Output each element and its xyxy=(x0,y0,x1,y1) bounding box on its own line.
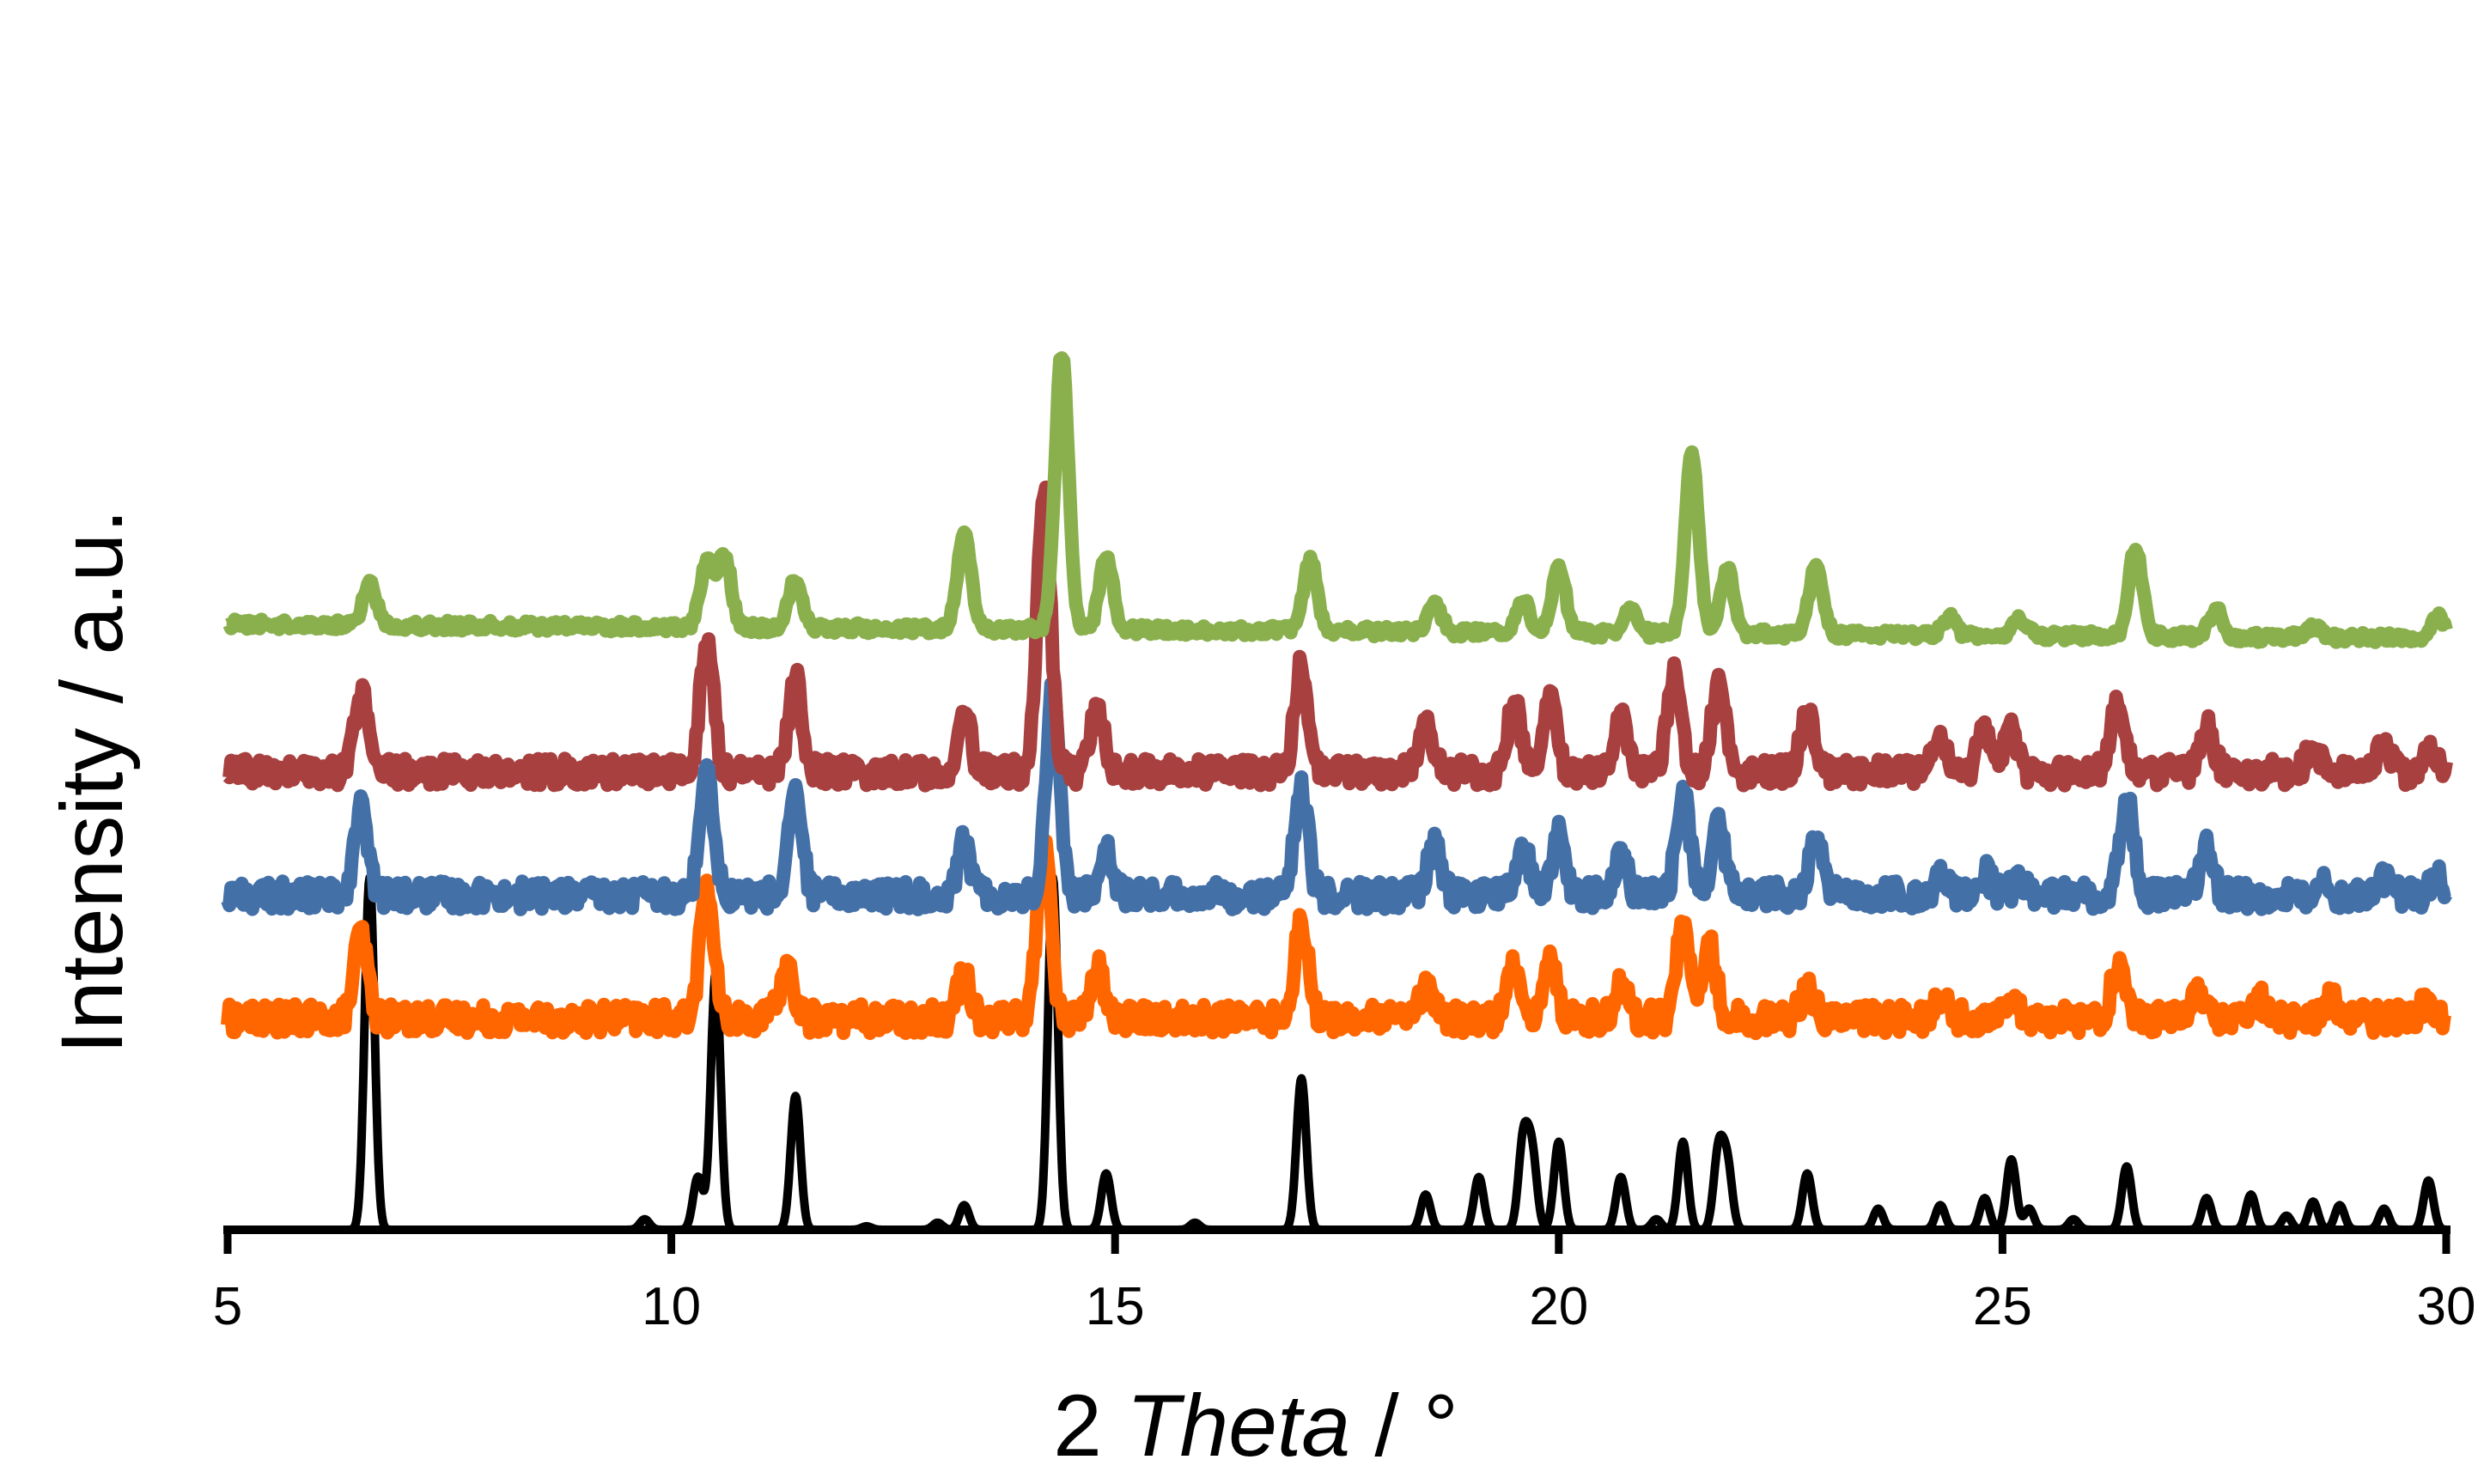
x-tick-label-25: 25 xyxy=(1973,1277,2032,1336)
series-line-sample-3 xyxy=(222,480,2453,793)
series-layer xyxy=(221,351,2453,1234)
x-tick-label-5: 5 xyxy=(213,1277,242,1336)
x-tick-label-20: 20 xyxy=(1529,1277,1588,1336)
series-line-sample-2 xyxy=(221,677,2452,916)
x-axis-ticks: 5 10 15 20 25 30 xyxy=(213,1228,2476,1336)
y-axis-title: Intensity / a.u. xyxy=(43,508,141,1054)
x-axis-title-suffix: / ° xyxy=(1350,1377,1458,1475)
x-tick-label-30: 30 xyxy=(2417,1277,2476,1336)
x-tick-label-15: 15 xyxy=(1086,1277,1145,1336)
x-tick-label-10: 10 xyxy=(642,1277,701,1336)
x-axis-title-italic: Theta xyxy=(1126,1377,1350,1475)
series-line-simulated xyxy=(224,873,2450,1234)
x-axis-title-prefix: 2 xyxy=(1053,1377,1126,1475)
series-line-sample-4 xyxy=(222,351,2453,649)
x-axis-title: 2 Theta / ° xyxy=(1053,1377,1458,1475)
x-axis: 5 10 15 20 25 30 xyxy=(213,1226,2476,1336)
series-line-sample-1 xyxy=(221,834,2451,1041)
